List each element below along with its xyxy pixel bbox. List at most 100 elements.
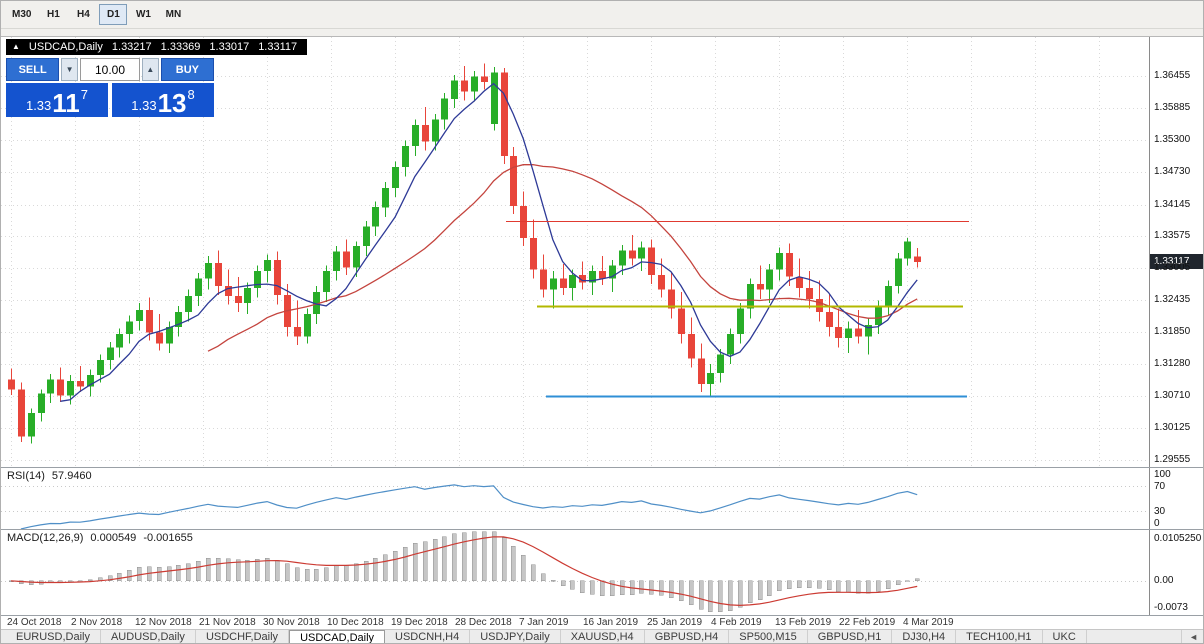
timeframe-button-d1[interactable]: D1 [99, 4, 128, 25]
date-axis-label: 4 Feb 2019 [711, 617, 762, 628]
price-scale-label: 1.33575 [1154, 230, 1191, 242]
current-price-badge: 1.33117 [1150, 253, 1203, 269]
chart-tab-usdcnh-h4[interactable]: USDCNH,H4 [385, 630, 471, 643]
chart-tab-bar: ◄ EURUSD,Daily AUDUSD,Daily USDCHF,Daily US… [1, 629, 1203, 644]
rsi-chart-svg [1, 484, 1149, 529]
timeframe-button-w1[interactable]: W1 [129, 4, 157, 25]
chart-tab-ukc[interactable]: UKC [1043, 630, 1087, 643]
price-scale-label: 1.34145 [1154, 198, 1191, 210]
tab-label: USDJPY,Daily [480, 631, 550, 643]
macd-name: MACD(12,26,9) [7, 532, 84, 544]
candlestick-chart-svg[interactable] [1, 37, 1149, 467]
macd-panel[interactable]: MACD(12,26,9) 0.000549 -0.001655 [1, 530, 1149, 615]
price-scale-label: 1.35885 [1154, 101, 1191, 113]
timeframe-button-m30[interactable]: M30 [6, 4, 37, 25]
date-axis-label: 16 Jan 2019 [583, 617, 639, 628]
sell-price-sup: 7 [80, 87, 89, 102]
chart-grid [1, 37, 1149, 467]
panel-separator[interactable] [1, 615, 1203, 616]
collapse-arrow-icon[interactable]: ▲ [12, 42, 20, 51]
caret-up-icon: ▲ [146, 64, 155, 74]
chart-tab-usdchf-daily[interactable]: USDCHF,Daily [196, 630, 290, 643]
date-axis-label: 4 Mar 2019 [903, 617, 954, 628]
macd-signal-line [10, 536, 918, 607]
price-scale-label: 1.31850 [1154, 326, 1191, 338]
rsi-line [20, 484, 918, 529]
price-scale[interactable]: 1.33117 1.36455 1.35885 1.35300 1.34730 1.34… [1149, 37, 1203, 467]
price-scale-label: 1.34730 [1154, 166, 1191, 178]
tab-label: TECH100,H1 [966, 631, 1032, 643]
candlestick-series [8, 63, 921, 444]
date-axis-label: 13 Feb 2019 [775, 617, 832, 628]
date-axis[interactable]: 24 Oct 2018 2 Nov 2018 12 Nov 2018 21 Nov 2… [1, 616, 1203, 629]
chart-tab-tech100-h1[interactable]: TECH100,H1 [956, 630, 1043, 643]
tab-label: GBPUSD,H4 [654, 631, 719, 643]
rsi-panel[interactable]: RSI(14) 57.9460 [1, 468, 1149, 529]
rsi-name: RSI(14) [7, 470, 45, 482]
tab-label: SP500,M15 [739, 631, 797, 643]
rsi-scale-label: 70 [1154, 481, 1166, 493]
macd-chart-svg [1, 531, 1149, 613]
buy-price-display[interactable]: 1.33 13 8 [112, 83, 214, 117]
chart-tab-gbpusd-h4[interactable]: GBPUSD,H4 [645, 630, 730, 643]
date-axis-label: 22 Feb 2019 [839, 617, 896, 628]
timeframe-button-h4[interactable]: H4 [69, 4, 97, 25]
volume-decrease-button[interactable]: ▼ [61, 58, 78, 81]
sell-price-prefix: 1.33 [25, 98, 52, 113]
rsi-scale[interactable]: 100 70 30 0 [1149, 468, 1203, 529]
buy-price-prefix: 1.33 [131, 98, 157, 113]
buy-button[interactable]: BUY [160, 58, 214, 81]
chart-tab-xauusd-h4[interactable]: XAUUSD,H4 [561, 630, 645, 643]
price-scale-label: 1.30710 [1154, 389, 1191, 401]
volume-input[interactable] [80, 58, 140, 81]
macd-indicator-label: MACD(12,26,9) 0.000549 -0.001655 [7, 532, 193, 544]
date-axis-label: 24 Oct 2018 [7, 617, 62, 628]
panel-separator[interactable] [1, 467, 1203, 468]
timeframe-button-h1[interactable]: H1 [39, 4, 67, 25]
panel-separator[interactable] [1, 529, 1203, 530]
date-axis-label: 25 Jan 2019 [647, 617, 703, 628]
tab-label: USDCNH,H4 [395, 631, 460, 643]
main-chart-area[interactable]: ▲ USDCAD,Daily 1.33217 1.33369 1.33017 1… [1, 37, 1149, 467]
tab-label: DJ30,H4 [902, 631, 946, 643]
macd-scale[interactable]: 0.0105250 0.00 -0.0073 [1149, 530, 1203, 615]
chart-tab-dj30-h4[interactable]: DJ30,H4 [892, 630, 957, 643]
chart-tab-audusd-daily[interactable]: AUDUSD,Daily [101, 630, 196, 643]
macd-signal-value: -0.001655 [143, 532, 193, 544]
tab-label: XAUUSD,H4 [570, 631, 634, 643]
rsi-scale-label: 30 [1154, 505, 1166, 517]
chart-tab-usdjpy-daily[interactable]: USDJPY,Daily [470, 630, 561, 643]
chart-tab-eurusd-daily[interactable]: EURUSD,Daily [6, 630, 101, 643]
tab-scroll-left-button[interactable]: ◄ [1181, 630, 1203, 643]
ohlc-low: 1.33017 [209, 41, 250, 53]
macd-scale-zero: 0.00 [1154, 574, 1174, 586]
timeframe-toolbar: M30 H1 H4 D1 W1 MN [1, 1, 1203, 37]
macd-scale-bottom: -0.0073 [1154, 602, 1188, 613]
chart-tab-gbpusd-h1[interactable]: GBPUSD,H1 [808, 630, 893, 643]
date-axis-label: 28 Dec 2018 [455, 617, 512, 628]
timeframe-button-mn[interactable]: MN [159, 4, 187, 25]
tab-label: UKC [1052, 631, 1076, 643]
price-scale-label: 1.29555 [1154, 454, 1191, 466]
ma-slow-line [207, 163, 918, 352]
date-axis-label: 10 Dec 2018 [327, 617, 384, 628]
sell-button[interactable]: SELL [6, 58, 60, 81]
tab-label: EURUSD,Daily [16, 631, 90, 643]
timeframe-button-group: M30 H1 H4 D1 W1 MN [1, 1, 1203, 25]
chart-tab-usdcad-daily[interactable]: USDCAD,Daily [289, 630, 386, 644]
date-axis-label: 7 Jan 2019 [519, 617, 569, 628]
chart-ohlc-info: ▲ USDCAD,Daily 1.33217 1.33369 1.33017 1… [6, 39, 308, 55]
date-axis-label: 21 Nov 2018 [199, 617, 256, 628]
chart-tab-sp500-m15[interactable]: SP500,M15 [729, 630, 808, 643]
sell-price-big: 11 [52, 87, 80, 118]
date-axis-label: 19 Dec 2018 [391, 617, 448, 628]
volume-increase-button[interactable]: ▲ [142, 58, 159, 81]
price-scale-label: 1.35300 [1154, 134, 1191, 146]
tab-label: USDCAD,Daily [300, 632, 375, 644]
sell-price-display[interactable]: 1.33 11 7 [6, 83, 108, 117]
rsi-indicator-label: RSI(14) 57.9460 [7, 470, 92, 482]
price-scale-label: 1.36455 [1154, 70, 1191, 82]
caret-down-icon: ▼ [65, 64, 74, 74]
